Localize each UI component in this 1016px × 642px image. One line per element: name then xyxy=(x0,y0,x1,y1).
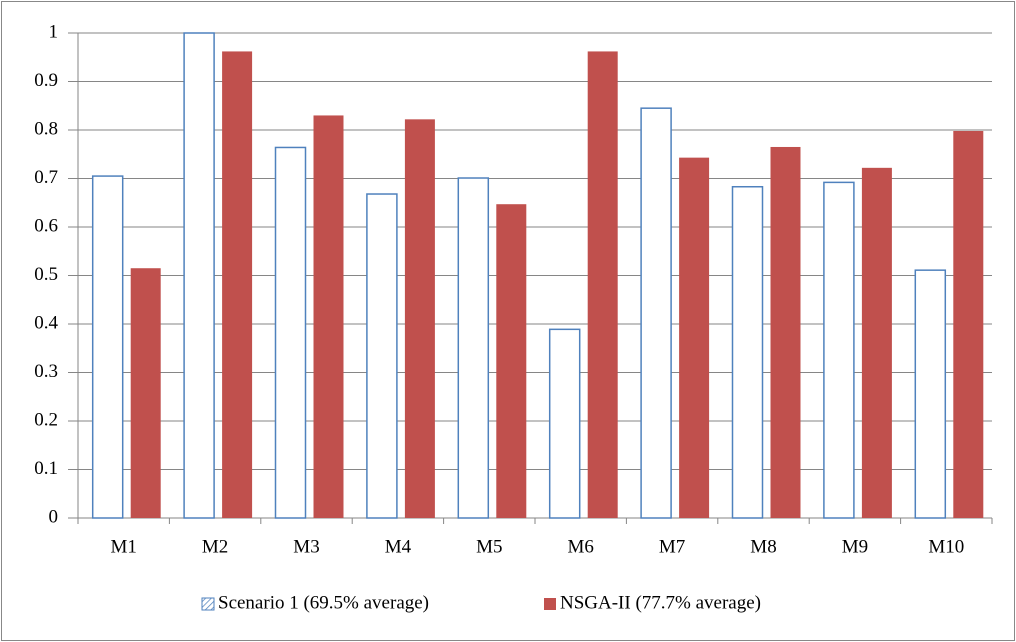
bar xyxy=(404,119,435,518)
bar xyxy=(861,167,892,518)
x-tick-label: M1 xyxy=(110,536,136,557)
x-tick-label: M6 xyxy=(567,536,593,557)
bar xyxy=(679,157,710,518)
x-tick-label: M7 xyxy=(659,536,685,557)
legend-label: Scenario 1 (69.5% average) xyxy=(218,592,429,613)
bar xyxy=(91,175,124,519)
bar xyxy=(366,193,398,519)
bar xyxy=(823,181,855,519)
y-tick-label: 0.8 xyxy=(34,118,58,139)
y-tick-label: 0.6 xyxy=(34,215,58,236)
bar xyxy=(548,328,581,519)
bar xyxy=(770,146,801,518)
legend-swatch xyxy=(544,598,556,610)
y-tick-label: 0.4 xyxy=(34,312,58,333)
y-tick-label: 0 xyxy=(49,506,59,527)
x-tick-label: M3 xyxy=(293,536,319,557)
y-tick-label: 0.9 xyxy=(34,70,58,91)
x-tick-label: M2 xyxy=(202,536,228,557)
x-tick-label: M10 xyxy=(928,536,964,557)
bar xyxy=(130,268,161,518)
bar xyxy=(274,146,307,519)
bar xyxy=(587,51,618,519)
y-tick-label: 0.7 xyxy=(34,167,58,188)
x-tick-label: M8 xyxy=(750,536,776,557)
y-tick-label: 0.2 xyxy=(34,409,58,430)
y-tick-label: 0.3 xyxy=(34,361,58,382)
y-tick-label: 0.5 xyxy=(34,264,58,285)
bar xyxy=(731,185,764,519)
legend-swatch xyxy=(201,597,215,611)
legend-label: NSGA-II (77.7% average) xyxy=(560,592,761,613)
bar xyxy=(313,115,344,518)
bar xyxy=(183,32,215,519)
bar xyxy=(457,177,490,519)
bar xyxy=(496,204,527,518)
x-tick-label: M9 xyxy=(842,536,868,557)
y-tick-label: 1 xyxy=(49,21,59,42)
bar xyxy=(914,269,947,519)
y-tick-label: 0.1 xyxy=(34,458,58,479)
x-tick-label: M5 xyxy=(476,536,502,557)
x-tick-label: M4 xyxy=(385,536,412,557)
bar xyxy=(222,51,253,519)
bar xyxy=(640,107,672,519)
bar xyxy=(953,130,984,518)
